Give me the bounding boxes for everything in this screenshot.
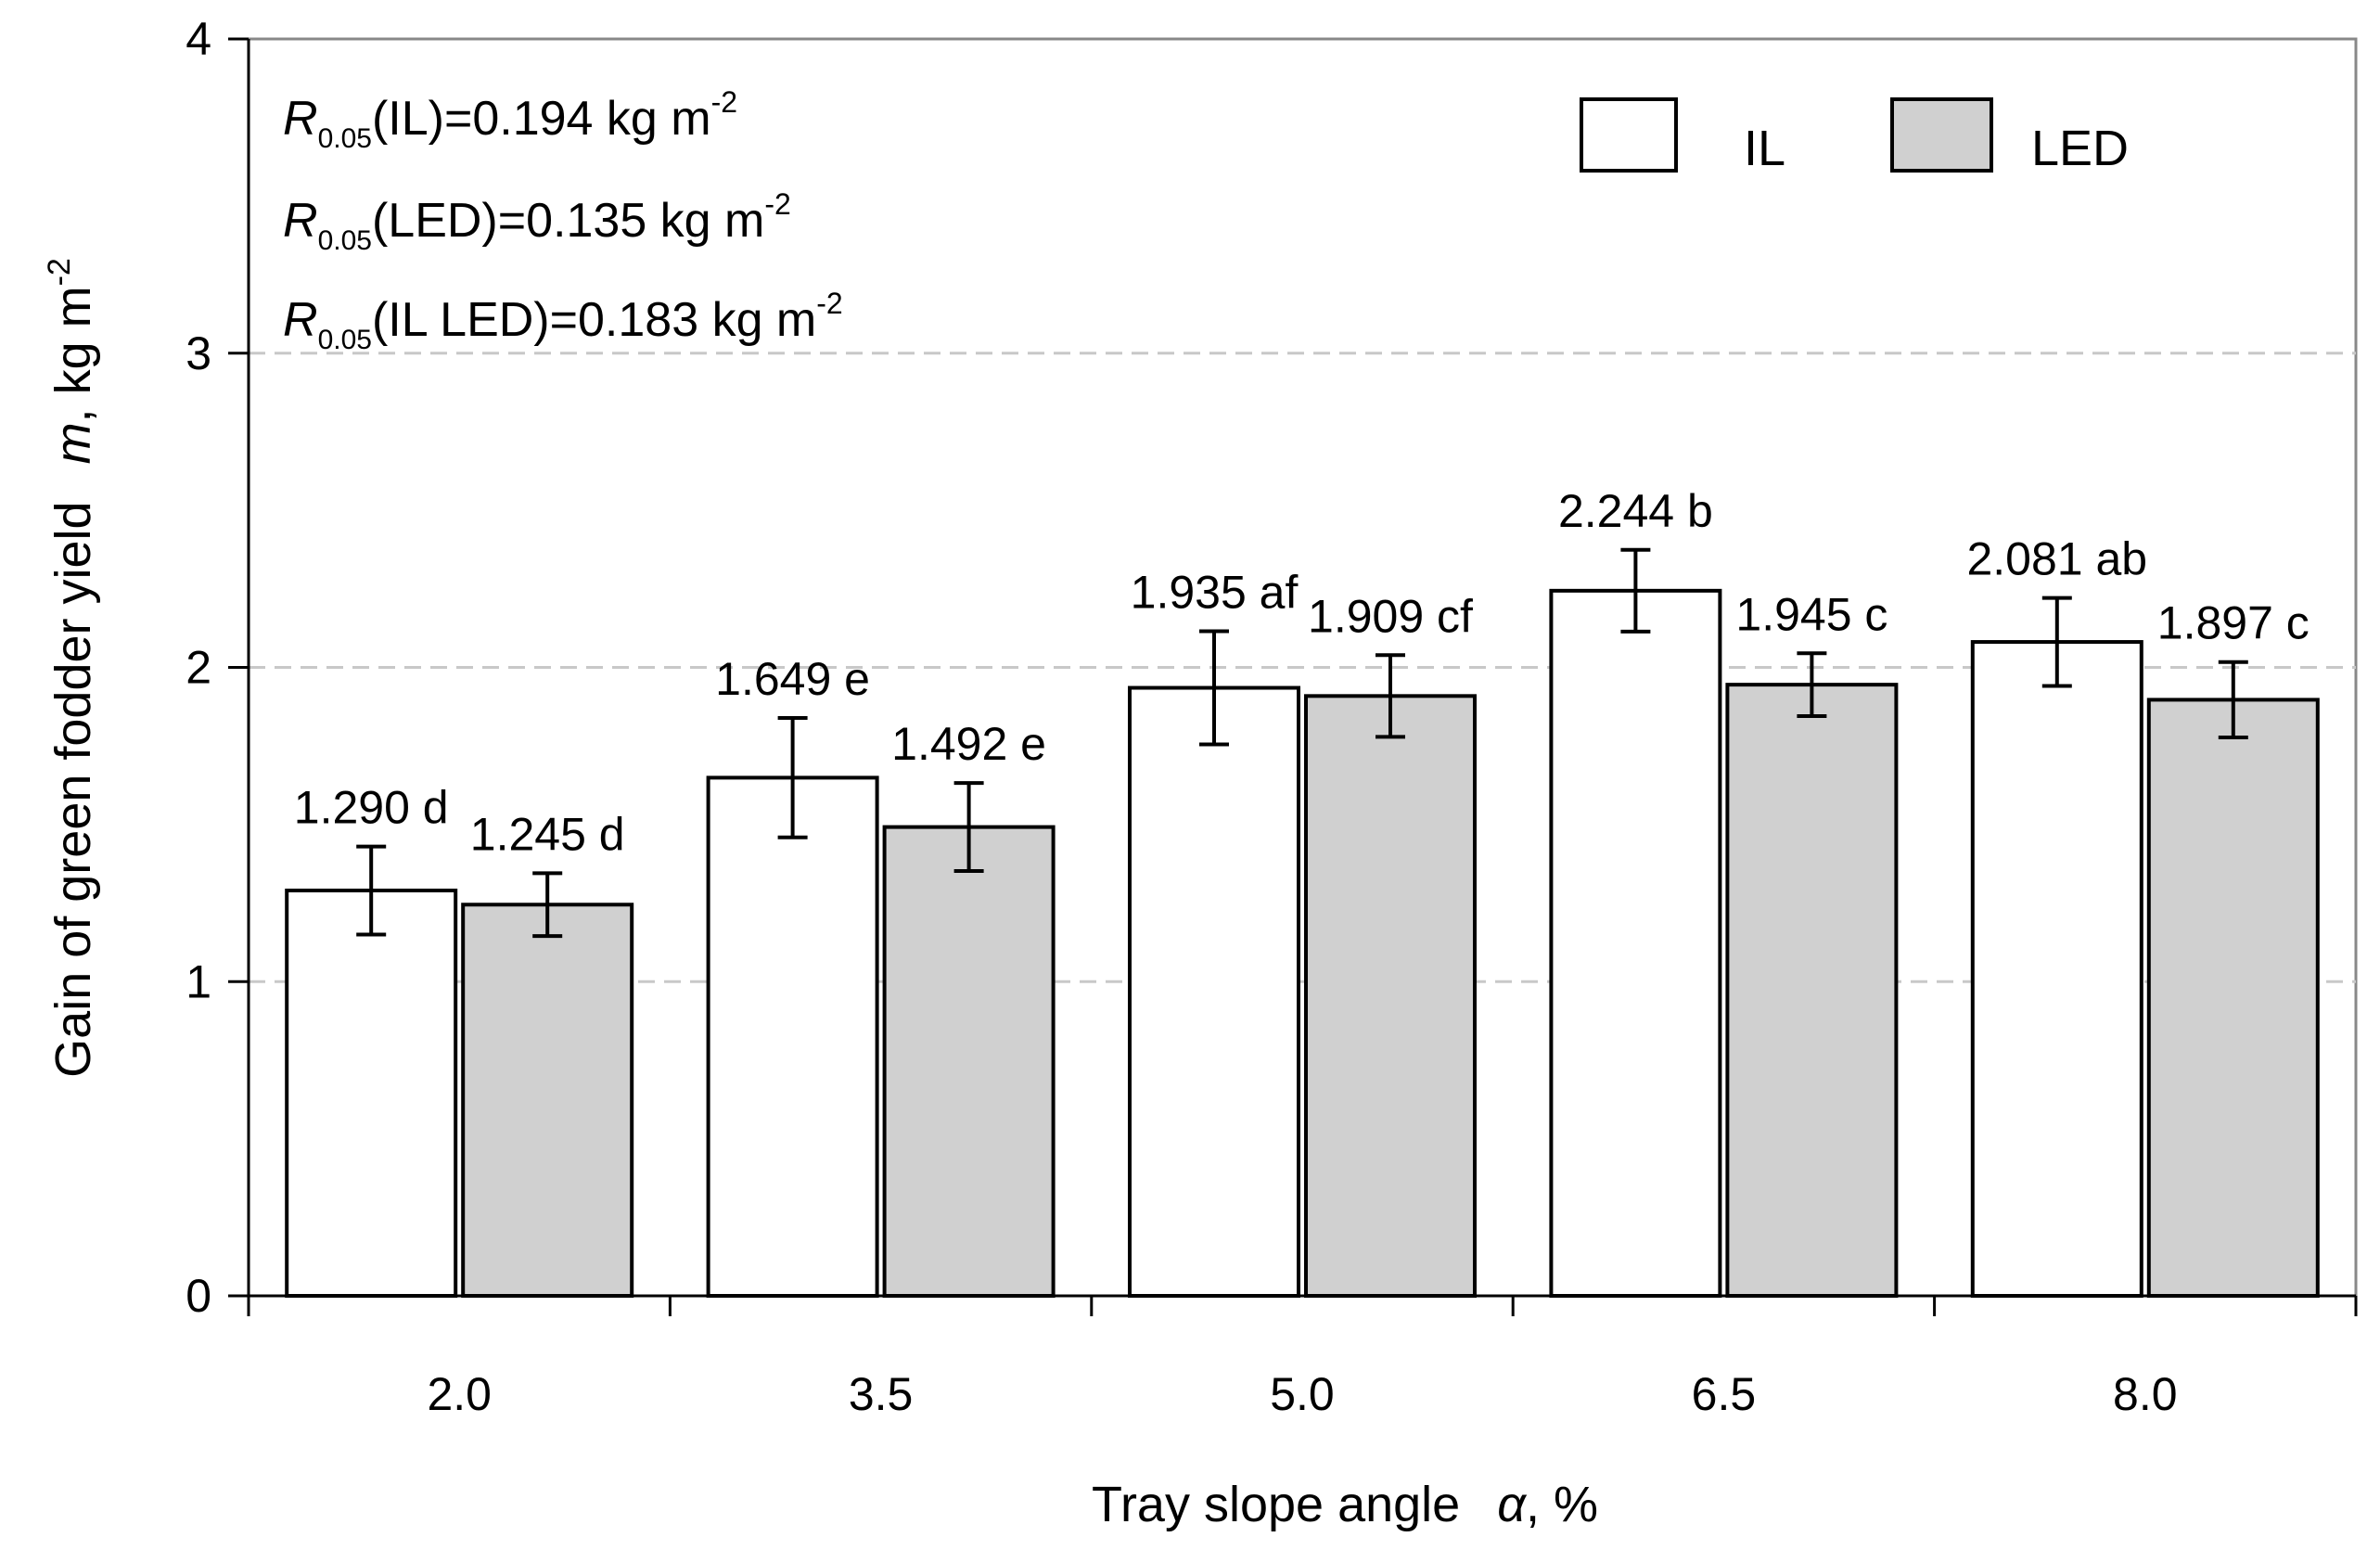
- axes: 2.0 3.5 5.0 6.5 8.0 0 1 2 3 4: [186, 13, 2358, 1420]
- legend-swatch-il: [1580, 97, 1678, 173]
- data-labels: 1.290 d 1.245 d 1.649 e 1.492 e 1.935 af 1.90…: [294, 485, 2310, 861]
- bar-il: [285, 889, 458, 1298]
- y-tick-label: 0: [186, 1270, 211, 1322]
- y-axis-title: Gain of green fodder yieldm, kg m-2: [42, 258, 101, 1078]
- y-tick-label: 3: [186, 327, 211, 379]
- data-label: 1.492 e: [891, 718, 1046, 770]
- legend-label-il: IL: [1744, 121, 1785, 176]
- x-tick-label: 6.5: [1692, 1368, 1757, 1420]
- bar-il: [1970, 640, 2143, 1298]
- bar-il: [1549, 588, 1722, 1298]
- data-label: 1.909 cf: [1308, 590, 1473, 642]
- bar-il: [1128, 685, 1300, 1298]
- bar-led: [2146, 698, 2320, 1298]
- x-axis-title: Tray slope angle α, %: [1092, 1477, 1598, 1532]
- data-label: 1.245 d: [470, 808, 625, 860]
- x-tick-label: 3.5: [849, 1368, 914, 1420]
- lsd-annotation-il-led: R0.05(IL LED)=0.183 kg m-2: [283, 287, 843, 355]
- legend-swatch-led: [1890, 97, 1993, 173]
- lsd-annotations: R0.05(IL)=0.194 kg m-2 R0.05(LED)=0.135 …: [283, 85, 843, 355]
- data-label: 2.081 ab: [1966, 533, 2147, 585]
- x-tick-label: 2.0: [427, 1368, 492, 1420]
- bars: [285, 588, 2320, 1299]
- legend: IL LED: [1580, 97, 2129, 176]
- x-tick-label: 8.0: [2113, 1368, 2178, 1420]
- data-label: 2.244 b: [1558, 485, 1713, 537]
- bar-led: [882, 825, 1056, 1299]
- lsd-annotation-led: R0.05(LED)=0.135 kg m-2: [283, 187, 791, 256]
- y-tick-label: 1: [186, 955, 211, 1007]
- data-label: 1.897 c: [2157, 597, 2310, 649]
- bar-led: [461, 903, 634, 1298]
- bar-led: [1725, 683, 1899, 1298]
- data-label: 1.290 d: [294, 782, 449, 834]
- bar-il: [706, 775, 879, 1298]
- error-bars: [356, 547, 2248, 939]
- x-tick-label: 5.0: [1270, 1368, 1335, 1420]
- data-label: 1.935 af: [1131, 567, 1299, 619]
- y-tick-label: 4: [186, 13, 211, 65]
- data-label: 1.945 c: [1735, 588, 1887, 640]
- lsd-annotation-il: R0.05(IL)=0.194 kg m-2: [283, 85, 737, 154]
- bar-led: [1304, 694, 1477, 1298]
- data-label: 1.649 e: [715, 653, 870, 705]
- y-tick-label: 2: [186, 642, 211, 694]
- legend-label-led: LED: [2031, 121, 2129, 176]
